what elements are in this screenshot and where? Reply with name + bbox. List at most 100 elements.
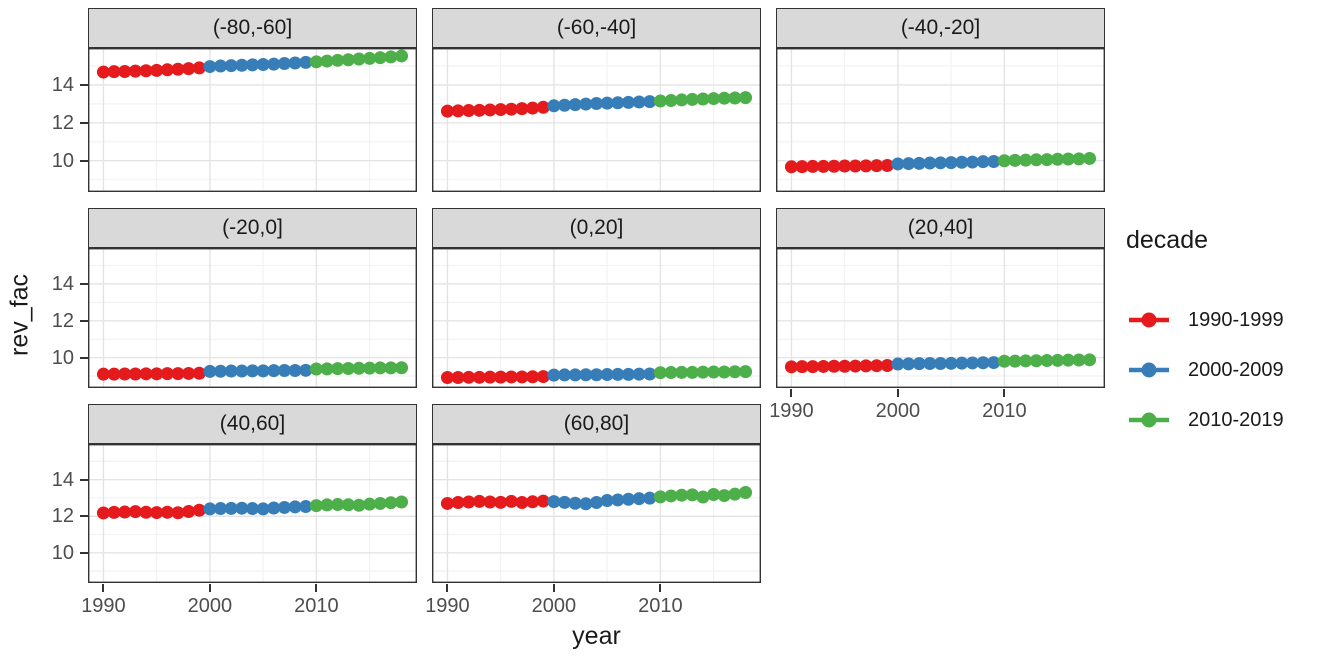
data-point bbox=[685, 488, 699, 502]
data-point bbox=[171, 506, 185, 520]
data-point bbox=[1040, 354, 1054, 368]
data-point bbox=[685, 365, 699, 379]
facet-panel bbox=[88, 444, 417, 583]
data-point bbox=[160, 63, 174, 77]
data-point bbox=[139, 367, 153, 381]
data-point bbox=[536, 370, 550, 384]
data-point bbox=[1019, 354, 1033, 368]
data-point bbox=[118, 367, 132, 381]
data-point bbox=[483, 370, 497, 384]
facet-strip: (40,60] bbox=[88, 404, 417, 444]
data-point bbox=[696, 365, 710, 379]
data-point bbox=[1029, 354, 1043, 368]
data-point bbox=[309, 55, 323, 69]
x-tick-label: 2000 bbox=[187, 595, 233, 617]
data-point bbox=[299, 500, 313, 514]
data-point bbox=[827, 159, 841, 173]
data-point bbox=[685, 92, 699, 106]
data-point bbox=[515, 102, 529, 116]
data-point bbox=[128, 505, 142, 519]
data-point bbox=[923, 357, 937, 370]
data-point bbox=[1008, 153, 1022, 167]
y-tick-mark bbox=[80, 478, 88, 481]
data-point bbox=[717, 489, 731, 503]
data-point bbox=[675, 365, 689, 379]
data-point bbox=[579, 368, 593, 382]
legend: decade 1990-1999 2000-2009 2010-2019 bbox=[1126, 226, 1284, 431]
data-point bbox=[504, 494, 518, 508]
data-point bbox=[611, 367, 625, 381]
facet-panel bbox=[432, 444, 761, 583]
legend-label: 2010-2019 bbox=[1188, 408, 1284, 431]
data-point bbox=[299, 55, 313, 69]
facet-strip: (-80,-60] bbox=[88, 8, 417, 48]
data-point bbox=[653, 94, 667, 108]
data-point bbox=[653, 366, 667, 380]
legend-label: 1990-1999 bbox=[1188, 308, 1284, 331]
data-point bbox=[440, 371, 454, 384]
data-point bbox=[267, 501, 281, 515]
data-point bbox=[462, 495, 476, 509]
data-point bbox=[664, 489, 678, 503]
data-point bbox=[494, 370, 508, 384]
data-point bbox=[472, 370, 486, 384]
data-point bbox=[451, 371, 465, 384]
data-point bbox=[568, 98, 582, 112]
data-point bbox=[848, 359, 862, 373]
data-point bbox=[838, 159, 852, 173]
data-point bbox=[320, 54, 334, 68]
data-point bbox=[1051, 152, 1065, 166]
data-point bbox=[277, 364, 291, 377]
data-point bbox=[235, 501, 249, 515]
legend-entry: 2000-2009 bbox=[1126, 359, 1284, 381]
data-point bbox=[373, 361, 387, 375]
data-point bbox=[320, 362, 334, 376]
data-point bbox=[363, 497, 377, 511]
data-point bbox=[96, 367, 110, 381]
data-point bbox=[590, 368, 603, 382]
data-point bbox=[934, 357, 947, 370]
data-point bbox=[859, 159, 873, 173]
data-point bbox=[526, 101, 540, 115]
data-point bbox=[235, 58, 249, 72]
data-point bbox=[707, 365, 721, 379]
data-point bbox=[717, 365, 731, 379]
data-point bbox=[214, 364, 228, 378]
data-point bbox=[955, 356, 969, 370]
data-point bbox=[246, 58, 259, 72]
data-point bbox=[643, 95, 657, 109]
facet-strip: (-60,-40] bbox=[432, 8, 761, 48]
data-point bbox=[944, 156, 958, 170]
data-point bbox=[515, 496, 529, 510]
facet-panel bbox=[88, 48, 417, 192]
data-point bbox=[923, 156, 937, 170]
data-point bbox=[806, 159, 820, 173]
data-point bbox=[579, 97, 593, 111]
data-point bbox=[256, 364, 270, 378]
data-point bbox=[483, 103, 497, 117]
data-point bbox=[632, 492, 646, 506]
data-point bbox=[547, 368, 561, 382]
data-point bbox=[1083, 151, 1097, 165]
data-point bbox=[1061, 353, 1075, 367]
facet-strip: (0,20] bbox=[432, 208, 761, 248]
data-point bbox=[341, 361, 355, 375]
facet-strip: (20,40] bbox=[776, 208, 1105, 248]
data-point bbox=[107, 505, 121, 519]
data-point bbox=[504, 370, 518, 384]
x-tick-label: 1990 bbox=[81, 595, 126, 617]
data-point bbox=[717, 91, 731, 105]
data-point bbox=[880, 359, 894, 373]
legend-key-line-point-icon bbox=[1129, 412, 1169, 428]
data-point bbox=[483, 495, 497, 509]
data-point bbox=[139, 505, 153, 519]
data-point bbox=[395, 495, 409, 509]
data-point bbox=[664, 366, 678, 380]
data-point bbox=[494, 103, 508, 117]
data-point bbox=[806, 360, 820, 374]
data-point bbox=[1019, 153, 1033, 167]
data-point bbox=[107, 367, 121, 381]
data-point bbox=[373, 496, 387, 510]
facet-panel bbox=[432, 248, 761, 388]
data-point bbox=[976, 155, 990, 169]
